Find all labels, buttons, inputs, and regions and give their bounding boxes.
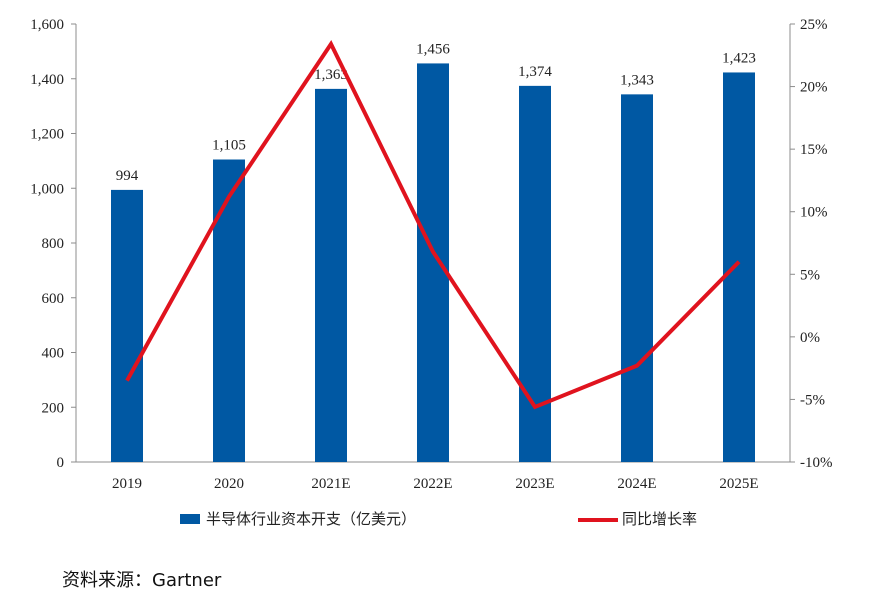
bar xyxy=(519,85,551,463)
y-left-tick-label: 600 xyxy=(42,291,65,307)
x-axis-ticks: 2019 2020 2021E 2022E 2023E 2024E 2025E xyxy=(112,476,759,492)
y-right-tick-label: 10% xyxy=(800,205,828,221)
y-left-tick-label: 1,400 xyxy=(30,72,64,88)
bar xyxy=(213,159,245,462)
bar xyxy=(621,94,653,462)
x-tick-label: 2020 xyxy=(214,476,244,492)
bar xyxy=(111,189,143,462)
source-note: 资料来源：Gartner xyxy=(62,570,222,591)
legend-label-bar: 半导体行业资本开支（亿美元） xyxy=(206,510,416,528)
bar-data-labels: 994 1,105 1,363 1,456 1,374 1,343 1,423 xyxy=(116,41,756,183)
y-left-tick-label: 800 xyxy=(42,236,65,252)
y-left-tick-label: 1,600 xyxy=(30,17,64,33)
bar xyxy=(315,88,347,462)
y-left-tick-label: 200 xyxy=(42,400,65,416)
y-left-tick-label: 400 xyxy=(42,346,65,362)
x-tick-label: 2021E xyxy=(311,476,350,492)
legend-swatch-bar xyxy=(180,514,200,524)
y-right-axis-ticks: -10% -5% 0% 5% 10% 15% 20% 25% xyxy=(790,17,833,471)
x-tick-label: 2024E xyxy=(617,476,656,492)
x-tick-label: 2019 xyxy=(112,476,142,492)
y-right-tick-label: 25% xyxy=(800,17,828,33)
x-tick-label: 2025E xyxy=(719,476,758,492)
bar-data-label: 994 xyxy=(116,168,139,184)
y-right-tick-label: 0% xyxy=(800,330,820,346)
bar-data-label: 1,423 xyxy=(722,50,756,66)
y-left-tick-label: 1,200 xyxy=(30,127,64,143)
y-left-axis-ticks: 0 200 400 600 800 1,000 1,200 1,400 1,600 xyxy=(30,17,76,471)
y-left-tick-label: 0 xyxy=(57,455,65,471)
growth-line xyxy=(125,40,741,410)
bar xyxy=(723,72,755,463)
x-tick-label: 2023E xyxy=(515,476,554,492)
y-right-tick-label: 5% xyxy=(800,267,820,283)
legend: 半导体行业资本开支（亿美元） 同比增长率 xyxy=(180,510,697,528)
bar xyxy=(417,63,449,463)
bar-data-label: 1,374 xyxy=(518,64,552,80)
bar-data-label: 1,343 xyxy=(620,72,654,88)
bar-data-label: 1,456 xyxy=(416,41,450,57)
bar-data-label: 1,363 xyxy=(314,67,348,83)
y-right-tick-label: 20% xyxy=(800,80,828,96)
bars xyxy=(111,63,755,463)
y-left-tick-label: 1,000 xyxy=(30,181,64,197)
y-right-tick-label: -10% xyxy=(800,455,833,471)
bar-data-label: 1,105 xyxy=(212,138,246,154)
y-right-tick-label: -5% xyxy=(800,392,825,408)
legend-label-line: 同比增长率 xyxy=(622,510,697,528)
x-tick-label: 2022E xyxy=(413,476,452,492)
y-right-tick-label: 15% xyxy=(800,142,828,158)
